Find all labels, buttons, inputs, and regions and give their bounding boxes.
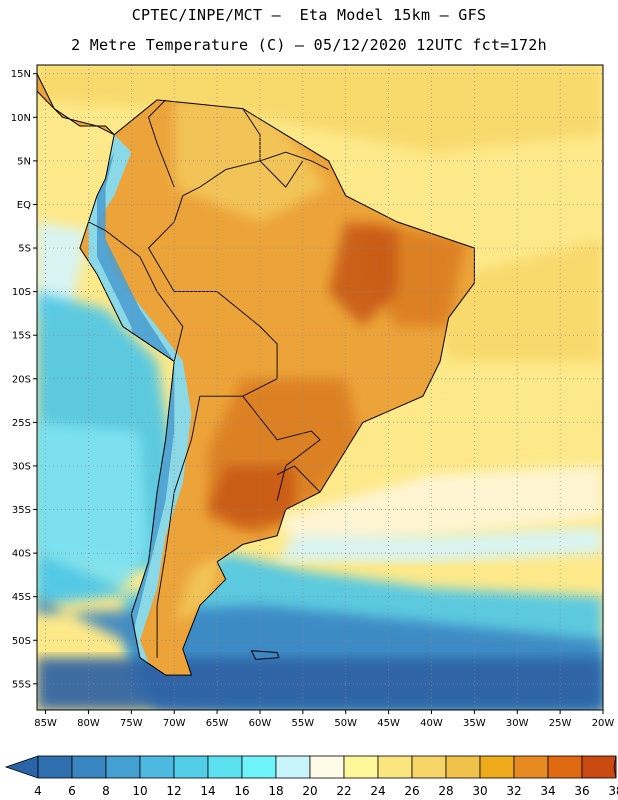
colorbar-label: 30 xyxy=(472,784,487,798)
lat-tick-label: 10S xyxy=(12,287,31,298)
colorbar-high-arrow xyxy=(613,755,617,779)
colorbar-label: 8 xyxy=(102,784,110,798)
country-border xyxy=(242,395,321,501)
land-temp-zone xyxy=(174,99,329,222)
ocean-band xyxy=(362,378,603,466)
lat-tick-label: 20S xyxy=(12,374,31,385)
lat-tick-label: 15S xyxy=(12,331,31,342)
colorbar: 4 6 8 10 12 14 16 18 20 22 24 26 28 30 32 34 36 38 xyxy=(4,755,618,798)
ocean-band xyxy=(37,422,149,597)
country-borders xyxy=(88,99,329,658)
colorbar-swatch xyxy=(275,755,311,779)
lat-tick-label: 25S xyxy=(12,418,31,429)
colorbar-label: 36 xyxy=(574,784,589,798)
land-temp-zone xyxy=(174,553,226,623)
colorbar-swatch xyxy=(241,755,277,779)
lon-tick-label: 55W xyxy=(292,718,315,729)
ocean-band xyxy=(37,65,603,153)
coastline xyxy=(79,99,475,676)
lat-tick-label: 5S xyxy=(18,244,31,255)
colorbar-label: 28 xyxy=(438,784,453,798)
lat-tick-label: 30S xyxy=(12,461,31,472)
lat-tick-label: 40S xyxy=(12,549,31,560)
colorbar-swatch xyxy=(139,755,175,779)
lon-tick-label: 75W xyxy=(120,718,143,729)
colorbar-swatch xyxy=(445,755,481,779)
lon-tick-label: 45W xyxy=(377,718,400,729)
colorbar-swatch xyxy=(309,755,345,779)
lon-tick-label: 65W xyxy=(206,718,229,729)
latitude-axis: 15N 10N 5N EQ 5S 10S 15S 20S 25S 30S 35S 40S 45S 50S 5… xyxy=(11,69,37,690)
colorbar-label: 20 xyxy=(302,784,317,798)
colorbar-swatch xyxy=(547,755,583,779)
colorbar-swatch xyxy=(173,755,209,779)
colorbar-swatch xyxy=(411,755,447,779)
falkland-islands xyxy=(250,650,280,660)
longitude-axis: 85W 80W 75W 70W 65W 60W 55W 50W 45W 40W 35W 30W 25W 2… xyxy=(34,710,614,729)
colorbar-label: 34 xyxy=(540,784,555,798)
colorbar-label: 6 xyxy=(68,784,76,798)
lon-tick-label: 20W xyxy=(592,718,615,729)
colorbar-label: 12 xyxy=(166,784,181,798)
colorbar-label: 18 xyxy=(268,784,283,798)
country-border xyxy=(147,99,175,188)
colorbar-swatch xyxy=(581,755,617,779)
lat-tick-label: 50S xyxy=(12,636,31,647)
colorbar-label: 4 xyxy=(34,784,42,798)
colorbar-label: 32 xyxy=(506,784,521,798)
land-temperature-field xyxy=(37,73,475,676)
colorbar-swatch xyxy=(105,755,141,779)
lon-tick-label: 80W xyxy=(77,718,100,729)
lat-tick-label: EQ xyxy=(17,200,31,211)
lon-tick-label: 50W xyxy=(334,718,357,729)
country-border xyxy=(242,108,304,188)
country-border xyxy=(156,396,201,658)
lon-tick-label: 40W xyxy=(420,718,443,729)
lat-tick-label: 35S xyxy=(12,505,31,516)
ocean-band xyxy=(37,221,89,318)
colorbar-label: 26 xyxy=(404,784,419,798)
colorbar-swatch xyxy=(513,755,549,779)
colorbar-label: 24 xyxy=(370,784,385,798)
lat-tick-label: 10N xyxy=(11,113,31,124)
colorbar-swatch xyxy=(207,755,243,779)
colorbar-label: 16 xyxy=(234,784,249,798)
lon-tick-label: 85W xyxy=(34,718,57,729)
plot-area xyxy=(37,65,603,710)
lon-tick-label: 60W xyxy=(249,718,272,729)
lon-tick-label: 25W xyxy=(549,718,572,729)
colorbar-label: 38 xyxy=(608,784,618,798)
land-temp-zone xyxy=(208,465,295,527)
ocean-band xyxy=(277,465,603,545)
lat-tick-label: 55S xyxy=(12,679,31,690)
lon-tick-label: 70W xyxy=(163,718,186,729)
lon-tick-label: 35W xyxy=(463,718,486,729)
andes-coldest-zone xyxy=(97,152,175,676)
plot-frame xyxy=(36,64,604,711)
lon-tick-label: 30W xyxy=(506,718,529,729)
country-border xyxy=(276,465,321,493)
central-america xyxy=(37,73,115,136)
country-border xyxy=(147,151,329,397)
map-title-line-2: 2 Metre Temperature (C) – 05/12/2020 12U… xyxy=(71,36,547,54)
colorbar-label: 22 xyxy=(336,784,351,798)
country-border xyxy=(88,221,184,362)
colorbar-swatch xyxy=(343,755,379,779)
lat-tick-label: 5N xyxy=(17,156,31,167)
ocean-temperature-field xyxy=(37,65,603,710)
lat-tick-label: 15N xyxy=(11,69,31,80)
colorbar-swatch xyxy=(37,755,73,779)
colorbar-swatch xyxy=(377,755,413,779)
lat-tick-label: 45S xyxy=(12,592,31,603)
map-title-line-1: CPTEC/INPE/MCT – Eta Model 15km – GFS xyxy=(131,6,487,24)
colorbar-label: 14 xyxy=(200,784,215,798)
colorbar-swatch xyxy=(71,755,107,779)
colorbar-swatch xyxy=(479,755,515,779)
colorbar-label: 10 xyxy=(132,784,147,798)
colorbar-low-arrow xyxy=(4,755,39,779)
